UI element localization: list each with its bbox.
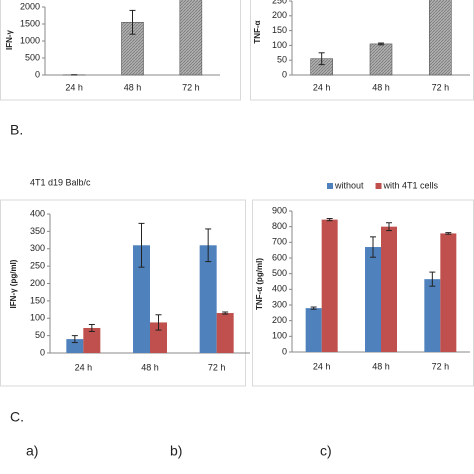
y-tick-label: 200	[30, 278, 45, 288]
x-tick-label: 48 h	[124, 82, 142, 92]
y-tick-label: 250	[30, 261, 45, 271]
x-tick-label: 24 h	[313, 82, 331, 92]
y-tick-label: 0	[282, 69, 287, 79]
bar	[381, 226, 397, 352]
y-tick-label: 0	[40, 347, 45, 357]
y-axis-label: IFN-γ	[5, 29, 14, 50]
bar	[66, 339, 84, 353]
chart-frame	[0, 0, 241, 101]
panel-label: c)	[320, 443, 332, 459]
legend-label: with 4T1 cells	[383, 180, 439, 190]
y-tick-label: 300	[30, 243, 45, 253]
x-tick-label: 72 h	[182, 82, 200, 92]
y-tick-label: 100	[30, 313, 45, 323]
bar	[216, 313, 234, 353]
chart-frame	[0, 199, 246, 387]
legend-swatch	[327, 183, 333, 189]
y-tick-label: 2000	[20, 1, 40, 11]
y-tick-label: 150	[272, 25, 287, 35]
legend-swatch	[375, 183, 382, 189]
x-tick-label: 48 h	[141, 362, 159, 372]
y-tick-label: 200	[272, 10, 287, 20]
panel-label: C.	[10, 409, 24, 425]
bar	[305, 308, 322, 352]
bar	[365, 247, 381, 352]
y-axis-label: IFN-γ (pg/ml)	[9, 259, 18, 308]
y-tick-label: 400	[272, 284, 287, 294]
y-tick-label: 400	[30, 208, 45, 218]
y-tick-label: 0	[282, 346, 287, 356]
y-tick-label: 0	[35, 69, 40, 79]
x-tick-label: 72 h	[432, 361, 450, 371]
y-tick-label: 800	[272, 221, 287, 231]
panel-label: a)	[26, 443, 38, 459]
y-tick-label: 150	[30, 295, 45, 305]
panel-label: B.	[10, 122, 23, 138]
x-tick-label: 48 h	[372, 82, 390, 92]
y-tick-label: 100	[272, 331, 287, 341]
bar	[440, 233, 457, 352]
y-tick-label: 500	[272, 268, 287, 278]
bar	[424, 279, 441, 352]
bar	[150, 322, 167, 353]
bar	[133, 245, 150, 353]
x-tick-label: 72 h	[432, 82, 450, 92]
y-tick-label: 200	[272, 315, 287, 325]
y-tick-label: 700	[272, 237, 287, 247]
x-tick-label: 72 h	[208, 362, 226, 372]
y-axis-label: TNF-α	[253, 20, 262, 43]
bar	[429, 0, 452, 76]
x-tick-label: 48 h	[372, 361, 390, 371]
legend-label: without	[334, 180, 364, 190]
y-tick-label: 50	[277, 55, 287, 65]
bar	[179, 0, 203, 76]
y-tick-label: 300	[272, 299, 287, 309]
x-tick-label: 24 h	[75, 362, 93, 372]
y-axis-label: TNF-α (pg/ml)	[255, 258, 264, 310]
y-tick-label: 1500	[20, 18, 40, 28]
bar	[321, 219, 338, 352]
subtitle: 4T1 d19 Balb/c	[30, 177, 91, 187]
bar	[369, 43, 393, 76]
y-tick-label: 900	[272, 205, 287, 215]
x-tick-label: 24 h	[313, 361, 331, 371]
y-tick-label: 250	[272, 0, 287, 5]
y-tick-label: 50	[35, 330, 45, 340]
y-tick-label: 350	[30, 226, 45, 236]
y-tick-label: 600	[272, 252, 287, 262]
x-tick-label: 24 h	[65, 82, 83, 92]
y-tick-label: 500	[25, 52, 40, 62]
bar	[83, 327, 101, 353]
panel-label: b)	[170, 443, 182, 459]
y-tick-label: 100	[272, 40, 287, 50]
bar	[199, 245, 217, 353]
y-tick-label: 1000	[20, 35, 40, 45]
